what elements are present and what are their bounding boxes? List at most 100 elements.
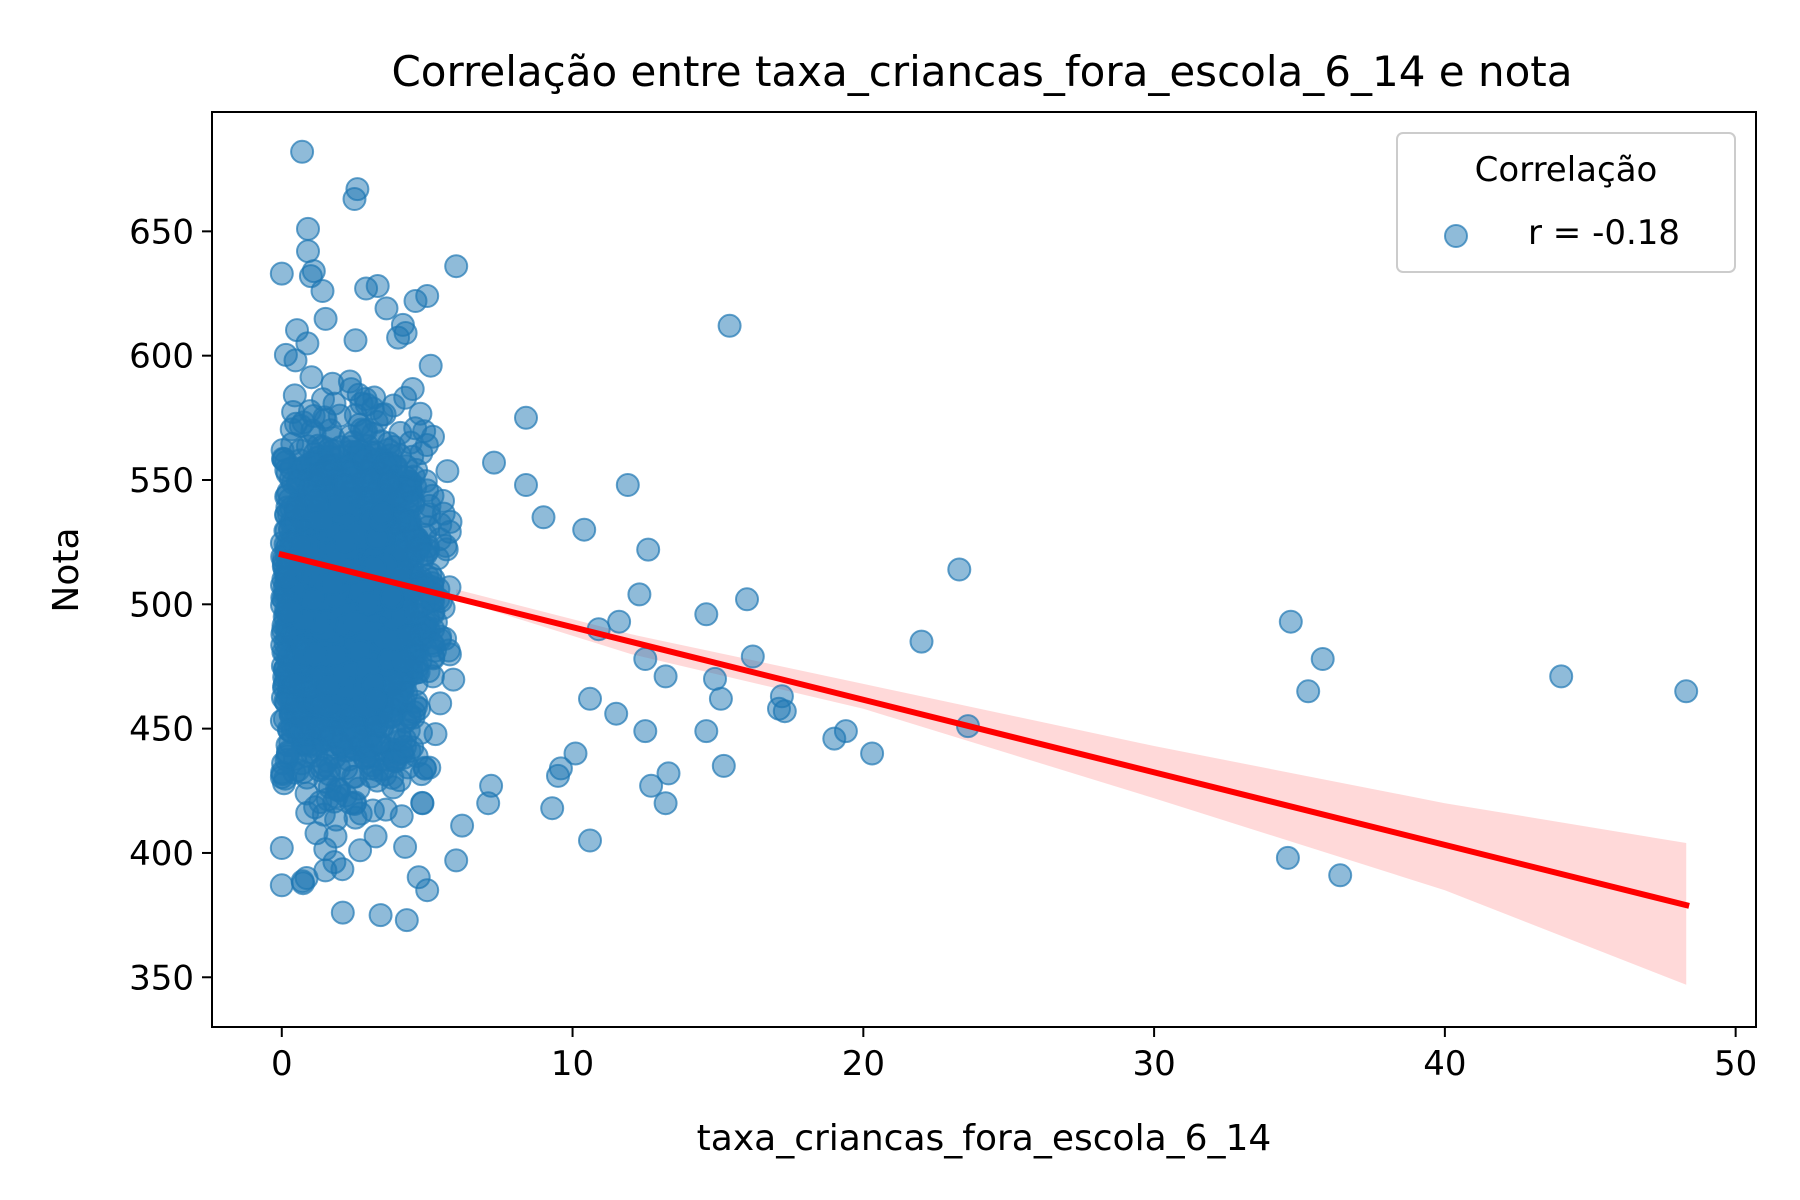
- scatter-point: [291, 871, 316, 896]
- scatter-point: [636, 537, 661, 562]
- scatter-point: [415, 878, 440, 903]
- legend-marker: [1444, 224, 1468, 248]
- scatter-point: [343, 610, 368, 635]
- scatter-point: [303, 642, 328, 667]
- scatter-point: [313, 306, 338, 331]
- x-tick-label: 30: [1132, 1044, 1175, 1084]
- x-tick-label: 20: [842, 1044, 885, 1084]
- scatter-point: [717, 313, 742, 338]
- scatter-point: [369, 501, 394, 526]
- scatter-point: [342, 187, 367, 211]
- scatter-point: [393, 834, 418, 859]
- scatter-point: [909, 629, 934, 654]
- scatter-point: [578, 828, 602, 853]
- scatter-point: [703, 666, 727, 691]
- scatter-point: [284, 496, 308, 521]
- legend-box: [1396, 132, 1736, 273]
- y-tick-label: 500: [129, 585, 194, 625]
- scatter-point: [482, 450, 506, 475]
- scatter-point: [396, 624, 421, 649]
- scatter-point: [393, 321, 418, 345]
- scatter-point: [711, 753, 736, 778]
- scatter-point: [1674, 679, 1699, 704]
- scatter-point: [304, 821, 329, 846]
- scatter-point: [281, 400, 306, 424]
- y-tick-label: 450: [129, 710, 194, 750]
- scatter-point: [403, 289, 428, 313]
- scatter-point: [296, 216, 320, 241]
- scatter-point: [304, 489, 329, 514]
- scatter-point: [322, 391, 347, 416]
- scatter-point: [418, 353, 443, 378]
- plot-frame: [211, 111, 1757, 1028]
- scatter-point: [283, 348, 308, 373]
- scatter-point: [333, 529, 358, 554]
- scatter-point: [563, 741, 588, 766]
- scatter-point: [656, 761, 681, 786]
- scatter-point: [694, 602, 719, 627]
- scatter-point: [356, 591, 381, 616]
- scatter-point: [379, 584, 404, 609]
- scatter-point: [1310, 647, 1335, 671]
- scatter-point: [276, 741, 301, 766]
- scatter-point: [653, 791, 678, 816]
- scatter-point: [947, 557, 972, 582]
- scatter-point: [409, 720, 433, 745]
- legend-title: Correlação: [1475, 150, 1658, 190]
- scatter-point: [334, 756, 359, 781]
- scatter-point: [428, 691, 453, 716]
- scatter-point: [309, 462, 334, 487]
- scatter-point: [441, 667, 466, 692]
- scatter-point: [296, 239, 320, 264]
- scatter-point: [332, 473, 357, 498]
- scatter-point: [389, 804, 414, 829]
- scatter-point: [295, 331, 320, 356]
- scatter-point: [514, 405, 538, 430]
- scatter-point: [354, 392, 379, 417]
- scatter-point: [772, 699, 797, 724]
- y-axis-ticks: 350 400 450 500 550 600 650: [129, 212, 212, 998]
- scatter-point: [633, 719, 658, 744]
- x-tick-label: 0: [271, 1044, 293, 1084]
- scatter-point: [578, 686, 602, 711]
- scatter-point: [269, 765, 294, 790]
- y-tick-label: 550: [129, 461, 194, 501]
- scatter-point: [540, 796, 565, 821]
- scatter-point: [289, 533, 313, 557]
- scatter-point: [316, 673, 341, 697]
- scatter-point: [627, 582, 652, 607]
- scatter-point: [348, 838, 373, 863]
- scatter-point: [1278, 609, 1303, 634]
- scatter-point: [343, 328, 368, 353]
- x-axis-ticks: 0 10 20 30 40 50: [271, 1027, 1757, 1084]
- chart-title: Correlação entre taxa_criancas_fora_esco…: [391, 47, 1572, 96]
- legend-entry-label: r = -0.18: [1528, 213, 1680, 253]
- scatter-point: [279, 456, 304, 481]
- regression-line: [278, 550, 1690, 909]
- scatter-point: [300, 587, 325, 612]
- scatter-point: [320, 571, 345, 596]
- scatter-point: [514, 473, 538, 497]
- scatter-point: [479, 773, 504, 798]
- scatter-point: [1549, 664, 1574, 689]
- scatter-point: [639, 773, 664, 798]
- scatter-point: [363, 687, 388, 712]
- scatter-point: [385, 687, 410, 712]
- scatter-point: [269, 873, 294, 898]
- scatter-point: [420, 664, 445, 689]
- y-axis-label: Nota: [46, 527, 87, 612]
- scatter-point: [653, 664, 678, 689]
- scatter-point: [278, 600, 303, 625]
- x-tick-label: 40: [1423, 1044, 1466, 1084]
- scatter-point: [531, 505, 556, 530]
- scatter-point: [740, 644, 765, 669]
- scatter-point: [822, 726, 847, 751]
- scatter-point: [633, 647, 658, 671]
- scatter-point: [735, 587, 759, 612]
- scatter-point: [433, 626, 458, 651]
- scatter-point: [431, 501, 456, 526]
- scatter-point: [409, 762, 434, 787]
- scatter-point: [708, 686, 733, 711]
- scatter-point: [604, 701, 629, 726]
